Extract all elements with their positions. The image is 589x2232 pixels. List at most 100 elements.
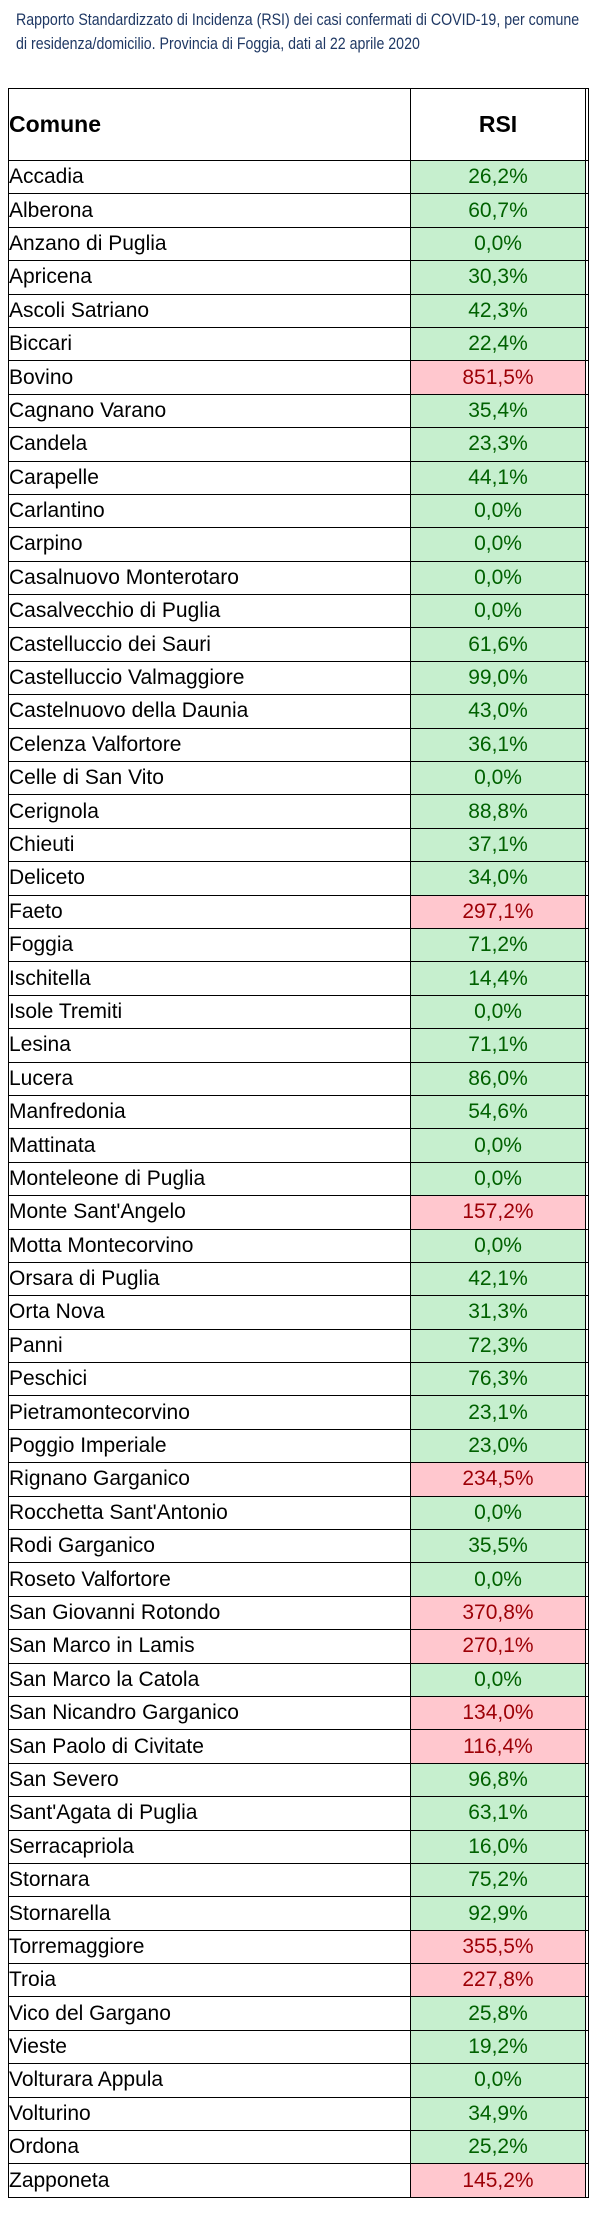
rsi-cell: 0,0% xyxy=(410,761,586,796)
row-edge xyxy=(585,1762,589,1798)
rsi-cell: 61,6% xyxy=(410,627,586,662)
row-edge xyxy=(585,594,589,629)
rsi-cell: 71,1% xyxy=(410,1028,586,1063)
rsi-cell: 72,3% xyxy=(410,1328,586,1364)
rsi-cell: 145,2% xyxy=(410,2163,586,2198)
table-row: Rocchetta Sant'Antonio 0,0% xyxy=(8,1495,589,1531)
table-row: Panni 72,3% xyxy=(8,1328,589,1364)
comune-cell: Faeto xyxy=(8,894,411,929)
table-row: San Paolo di Civitate 116,4% xyxy=(8,1729,589,1764)
comune-cell: San Nicandro Garganico xyxy=(8,1695,411,1731)
rsi-cell: 26,2% xyxy=(410,159,586,195)
rsi-cell: 25,2% xyxy=(410,2130,586,2165)
rsi-table: Comune RSI Accadia 26,2% Alberona 60,7% Anza… xyxy=(8,88,589,2198)
table-row: Castelluccio dei Sauri 61,6% xyxy=(8,627,589,662)
row-edge xyxy=(585,1295,589,1330)
rsi-cell: 234,5% xyxy=(410,1462,586,1497)
rsi-cell: 0,0% xyxy=(410,594,586,629)
rsi-cell: 297,1% xyxy=(410,894,586,929)
comune-cell: Mattinata xyxy=(8,1128,411,1163)
column-header-comune: Comune xyxy=(8,88,411,161)
table-body: Accadia 26,2% Alberona 60,7% Anzano di Pugli… xyxy=(8,159,589,2198)
comune-cell: San Paolo di Civitate xyxy=(8,1729,411,1764)
rsi-cell: 0,0% xyxy=(410,1228,586,1263)
rsi-cell: 0,0% xyxy=(410,1161,586,1197)
comune-cell: Castelluccio Valmaggiore xyxy=(8,660,411,696)
row-edge xyxy=(585,159,589,195)
rsi-cell: 851,5% xyxy=(410,360,586,395)
rsi-cell: 42,3% xyxy=(410,293,586,328)
row-edge xyxy=(585,1829,589,1864)
comune-cell: Celle di San Vito xyxy=(8,761,411,796)
rsi-cell: 0,0% xyxy=(410,527,586,562)
row-edge xyxy=(585,1562,589,1597)
row-edge xyxy=(585,1595,589,1631)
table-caption: Rapporto Standardizzato di Incidenza (RS… xyxy=(16,8,580,56)
row-edge xyxy=(585,2163,589,2198)
comune-cell: Monteleone di Puglia xyxy=(8,1161,411,1197)
table-row: Troia 227,8% xyxy=(8,1963,589,1998)
row-edge xyxy=(585,460,589,495)
column-header-rsi: RSI xyxy=(410,88,586,161)
rsi-cell: 0,0% xyxy=(410,226,586,262)
row-edge xyxy=(585,1362,589,1397)
row-edge xyxy=(585,2063,589,2098)
rsi-cell: 157,2% xyxy=(410,1195,586,1230)
rsi-cell: 19,2% xyxy=(410,2029,586,2065)
comune-cell: Motta Montecorvino xyxy=(8,1228,411,1263)
caption-line-1: Rapporto Standardizzato di Incidenza (RS… xyxy=(16,11,580,29)
row-edge xyxy=(585,861,589,896)
comune-cell: Casalvecchio di Puglia xyxy=(8,594,411,629)
comune-cell: Panni xyxy=(8,1328,411,1364)
row-edge xyxy=(585,2130,589,2165)
rsi-cell: 35,5% xyxy=(410,1529,586,1564)
row-edge xyxy=(585,193,589,228)
table-row: Casalvecchio di Puglia 0,0% xyxy=(8,594,589,629)
rsi-cell: 75,2% xyxy=(410,1862,586,1898)
rsi-cell: 63,1% xyxy=(410,1796,586,1831)
comune-cell: Apricena xyxy=(8,260,411,295)
comune-cell: Roseto Valfortore xyxy=(8,1562,411,1597)
comune-cell: Zapponeta xyxy=(8,2163,411,2198)
rsi-cell: 227,8% xyxy=(410,1963,586,1998)
comune-cell: Castelnuovo della Daunia xyxy=(8,694,411,729)
row-edge xyxy=(585,527,589,562)
row-edge xyxy=(585,226,589,262)
rsi-cell: 22,4% xyxy=(410,326,586,362)
row-edge xyxy=(585,1462,589,1497)
row-edge xyxy=(585,1862,589,1898)
table-row: Ischitella 14,4% xyxy=(8,961,589,996)
row-edge xyxy=(585,727,589,763)
table-row: Ordona 25,2% xyxy=(8,2130,589,2165)
comune-cell: Stornarella xyxy=(8,1896,411,1931)
row-edge xyxy=(585,1395,589,1430)
rsi-cell: 37,1% xyxy=(410,827,586,863)
table-row: Anzano di Puglia 0,0% xyxy=(8,226,589,262)
row-edge xyxy=(585,627,589,662)
comune-cell: San Marco in Lamis xyxy=(8,1629,411,1664)
rsi-cell: 31,3% xyxy=(410,1295,586,1330)
comune-cell: Rocchetta Sant'Antonio xyxy=(8,1495,411,1531)
table-row: Pietramontecorvino 23,1% xyxy=(8,1395,589,1430)
comune-cell: Orsara di Puglia xyxy=(8,1261,411,1297)
rsi-cell: 0,0% xyxy=(410,1495,586,1531)
comune-cell: Cerignola xyxy=(8,794,411,829)
rsi-cell: 42,1% xyxy=(410,1261,586,1297)
comune-cell: San Severo xyxy=(8,1762,411,1798)
rsi-cell: 44,1% xyxy=(410,460,586,495)
row-edge xyxy=(585,1028,589,1063)
row-edge xyxy=(585,1328,589,1364)
row-edge xyxy=(585,827,589,863)
rsi-cell: 355,5% xyxy=(410,1929,586,1965)
rsi-cell: 96,8% xyxy=(410,1762,586,1798)
rsi-cell: 35,4% xyxy=(410,393,586,429)
table-row: Roseto Valfortore 0,0% xyxy=(8,1562,589,1597)
comune-cell: Chieuti xyxy=(8,827,411,863)
row-edge xyxy=(585,1996,589,2031)
row-edge xyxy=(585,1529,589,1564)
table-row: Vico del Gargano 25,8% xyxy=(8,1996,589,2031)
rsi-cell: 0,0% xyxy=(410,1128,586,1163)
table-row: Chieuti 37,1% xyxy=(8,827,589,863)
table-row: Cerignola 88,8% xyxy=(8,794,589,829)
comune-cell: Casalnuovo Monterotaro xyxy=(8,560,411,596)
